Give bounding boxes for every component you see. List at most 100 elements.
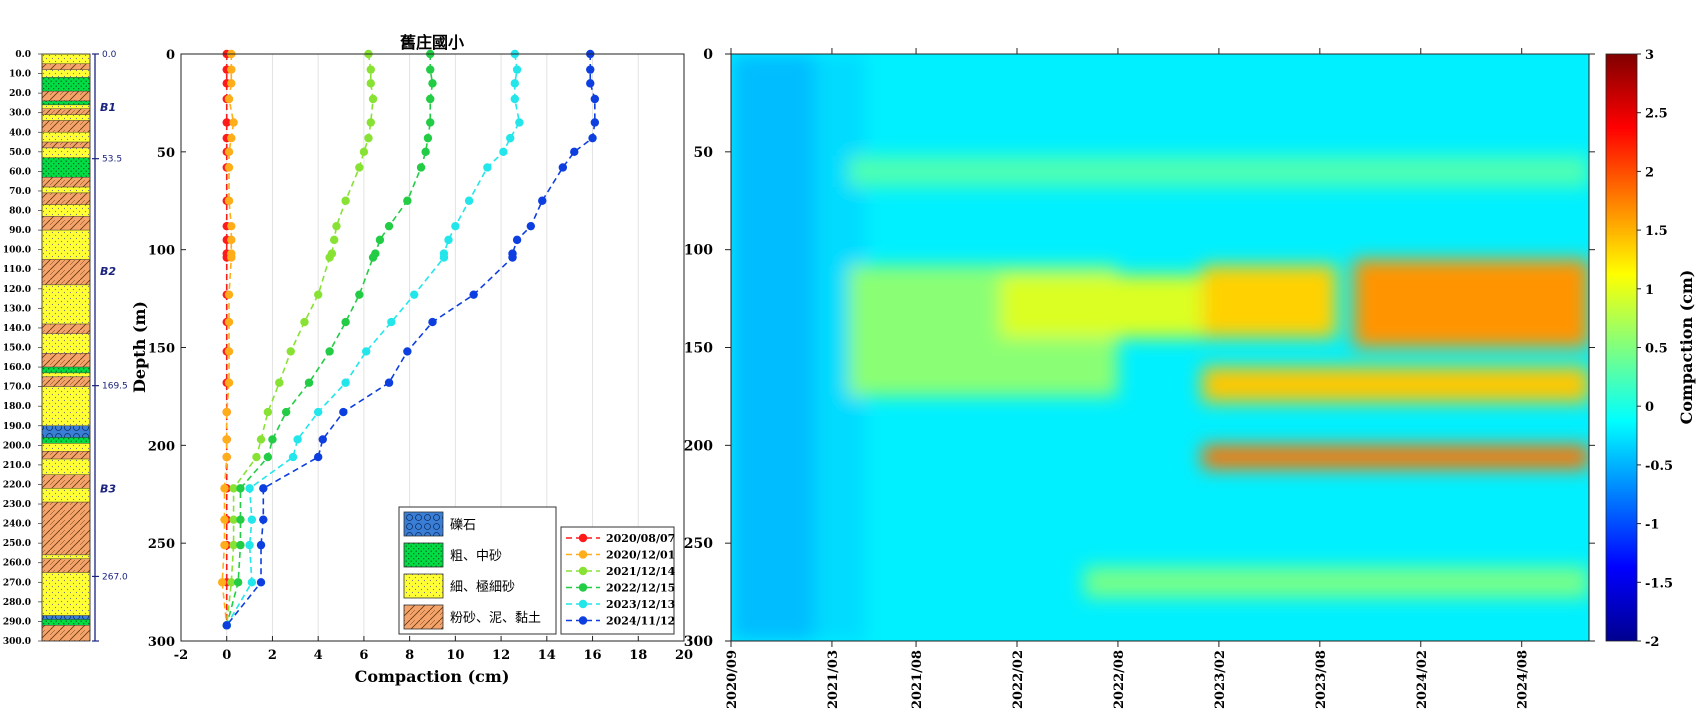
data-point (222, 118, 231, 127)
x-tick-label: -2 (174, 648, 188, 663)
column-tick-label: 10.0 (9, 70, 31, 80)
lithology-layer (41, 625, 91, 642)
data-point (341, 196, 350, 205)
heatmap-x-tick-label: 2023/02 (1213, 650, 1228, 709)
data-point (341, 378, 350, 387)
lithology-layer (41, 323, 91, 335)
lithology-layer (41, 554, 91, 560)
heatmap-x-tick-label: 2022/02 (1011, 650, 1026, 709)
data-point (313, 452, 323, 462)
data-point (227, 578, 236, 587)
x-tick-label: 4 (314, 648, 323, 663)
column-tick-label: 260.0 (3, 559, 31, 569)
lithology-legend-label: 粗、中砂 (450, 549, 502, 564)
colorbar-label: Compaction (cm) (1677, 270, 1696, 425)
column-tick-label: 80.0 (9, 207, 31, 217)
lithology-layer (41, 186, 91, 194)
data-point (286, 347, 295, 356)
heatmap-x-tick-label: 2024/02 (1415, 650, 1430, 709)
zone-boundary-label: 169.5 (102, 382, 128, 392)
legend-label: 2023/12/13 (606, 598, 675, 611)
data-point (224, 196, 234, 205)
column-tick-label: 240.0 (3, 520, 31, 530)
colorbar-tick-label: 1.5 (1645, 224, 1668, 239)
column-tick-label: 20.0 (9, 89, 31, 99)
data-point (483, 163, 492, 172)
data-point (387, 317, 396, 327)
x-tick-label: 6 (359, 648, 368, 663)
zone-boundary-label: 53.5 (102, 155, 122, 165)
legend-label: 2022/12/15 (606, 582, 675, 595)
data-point (224, 163, 234, 172)
heatmap-cell (1353, 259, 1589, 348)
data-point (220, 540, 229, 550)
column-tick-label: 40.0 (9, 128, 31, 138)
lithology-swatch-gravel (403, 511, 444, 537)
series-legend: 2020/08/07 2020/12/01 2021/12/14 2022/12/15… (560, 526, 676, 635)
legend-marker (578, 533, 588, 543)
data-point (227, 253, 236, 262)
data-point (570, 147, 579, 157)
data-point (508, 253, 517, 262)
lithology-layer (41, 386, 91, 426)
lithology-layer (41, 501, 91, 556)
data-point (220, 515, 229, 524)
column-tick-label: 300.0 (3, 637, 31, 647)
data-point (236, 484, 245, 493)
y-tick-label: 0 (166, 48, 175, 63)
data-point (229, 484, 238, 493)
lithology-layer (41, 366, 91, 374)
series-2023/12/13 (222, 49, 524, 630)
data-point (224, 290, 234, 299)
data-point (586, 65, 595, 74)
data-point (526, 221, 536, 231)
colorbar (1605, 53, 1638, 642)
heatmap-cell (731, 54, 816, 641)
data-point (421, 147, 430, 157)
zone-boundary-label: 0.0 (102, 50, 117, 60)
lithology-layer (41, 284, 91, 325)
data-point (359, 147, 369, 157)
x-tick-label: 20 (675, 648, 693, 663)
heatmap-y-tick-label: 100 (684, 243, 713, 259)
column-tick-label: 60.0 (9, 167, 31, 177)
data-point (259, 515, 268, 524)
data-point (355, 290, 364, 299)
y-tick-label: 100 (148, 244, 175, 259)
data-point (245, 484, 254, 493)
lithology-legend-label: 礫石 (450, 517, 476, 533)
lithology-layer (41, 353, 91, 368)
heatmap-cell (1202, 445, 1589, 469)
heatmap-y-tick-label: 300 (684, 634, 713, 650)
data-point (224, 147, 234, 157)
x-tick-labels: -2 0 2 4 6 8 10 12 14 16 18 20 (174, 636, 693, 663)
series-line (225, 53, 374, 626)
heatmap-cell (1000, 275, 1203, 338)
data-point (416, 163, 426, 172)
data-point (590, 118, 600, 127)
data-point (281, 407, 291, 417)
column-tick-label: 280.0 (3, 598, 31, 608)
compaction-heatmap: 0 50 100 150 200 250 300 2020/09 2021/03 2021/08… (684, 47, 1696, 709)
data-point (426, 94, 435, 104)
heatmap-x-ticks: 2020/09 2021/03 2021/08 2022/02 2022/08 2023/… (725, 48, 1531, 709)
lithology-layer (41, 437, 91, 444)
column-tick-label: 220.0 (3, 480, 31, 490)
column-tick-label: 30.0 (9, 109, 31, 119)
series-2021/12/14 (222, 49, 378, 630)
lithology-layer (41, 451, 91, 460)
data-point (368, 253, 378, 262)
data-point (224, 378, 234, 387)
data-point (403, 196, 412, 205)
heatmap-y-ticks: 0 50 100 150 200 250 300 (684, 47, 1595, 650)
data-point (428, 79, 437, 88)
column-tick-label: 210.0 (3, 461, 31, 471)
data-point (313, 290, 323, 299)
data-point (499, 147, 508, 157)
data-point (403, 347, 412, 356)
colorbar-tick-label: 2.5 (1645, 107, 1668, 122)
column-tick-label: 290.0 (3, 617, 31, 627)
column-tick-label: 120.0 (3, 285, 31, 295)
x-tick-label: 0 (222, 648, 231, 663)
data-point (464, 196, 474, 205)
